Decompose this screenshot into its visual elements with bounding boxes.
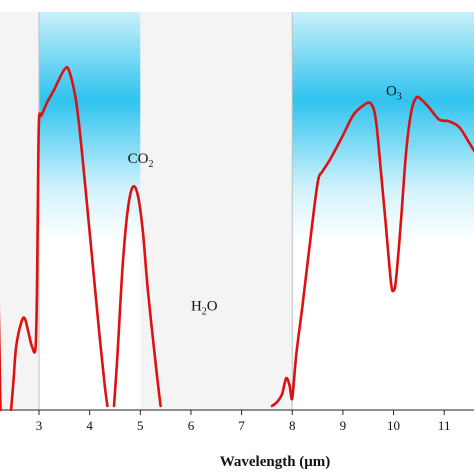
x-tick-label-6: 6 xyxy=(188,418,195,433)
x-tick-label-8: 8 xyxy=(289,418,296,433)
window-band-1 xyxy=(292,12,474,410)
x-tick-label-11: 11 xyxy=(438,418,451,433)
x-axis: 3 4 5 6 7 8 9 10 11 xyxy=(0,409,474,433)
x-axis-title: Wavelength (μm) xyxy=(220,454,331,470)
annotation-co2: CO2 xyxy=(128,151,154,170)
annotation-o3: O3 xyxy=(386,84,402,103)
x-tick-label-9: 9 xyxy=(340,418,347,433)
absorption-band-1 xyxy=(140,12,293,410)
series-0-segment-1 xyxy=(9,65,109,412)
x-tick-label-10: 10 xyxy=(387,418,400,433)
x-tick-label-4: 4 xyxy=(86,418,93,433)
x-tick-label-5: 5 xyxy=(137,418,144,433)
x-tick-label-7: 7 xyxy=(238,418,245,433)
absorption-band-0 xyxy=(0,12,40,410)
annotation-h2o: H2O xyxy=(191,299,218,318)
atmospheric-windows xyxy=(38,12,474,410)
transmission-curve xyxy=(0,65,474,412)
series-0-segment-3 xyxy=(270,95,474,408)
absorption-bands xyxy=(0,12,293,410)
series-0-segment-2 xyxy=(112,184,162,408)
annotations: CO2 H2O O3 xyxy=(128,84,402,318)
x-tick-label-3: 3 xyxy=(36,418,43,433)
window-band-0 xyxy=(39,12,141,410)
